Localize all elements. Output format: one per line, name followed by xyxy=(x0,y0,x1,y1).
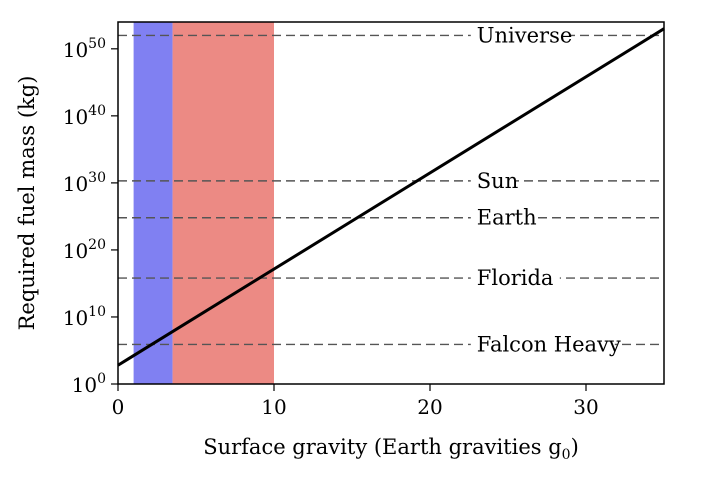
y-tick-label-4: 1040 xyxy=(63,103,106,129)
x-axis-label: Surface gravity (Earth gravities g0) xyxy=(203,435,579,463)
series-lines xyxy=(117,27,665,367)
x-axis-label-close: ) xyxy=(571,435,579,459)
x-axis-label-main: Surface gravity (Earth gravities g xyxy=(203,435,561,459)
y-tick-base-4: 10 xyxy=(63,105,88,129)
x-tick-label-3: 30 xyxy=(573,395,598,419)
reference-label-bg-0 xyxy=(470,23,571,48)
reference-label-bg-3 xyxy=(470,266,560,291)
gravity-band-0 xyxy=(133,22,173,384)
y-tick-base-3: 10 xyxy=(63,172,88,196)
y-tick-label-0: 100 xyxy=(72,371,106,397)
y-tick-base-5: 10 xyxy=(63,38,88,62)
reference-label-bg-2 xyxy=(470,205,538,230)
y-tick-label-2: 1020 xyxy=(63,237,106,263)
reference-label-2: Earth xyxy=(477,206,537,230)
y-tick-base-0: 10 xyxy=(72,373,97,397)
gravity-band-1 xyxy=(172,22,274,384)
series-line-0 xyxy=(117,27,665,367)
reference-label-bg-4 xyxy=(470,332,615,357)
gravity-bands xyxy=(133,22,274,384)
reference-label-1: Sun xyxy=(477,169,518,193)
y-axis-label: Required fuel mass (kg) xyxy=(15,76,39,331)
reference-label-3: Florida xyxy=(477,266,554,290)
y-tick-label-5: 1050 xyxy=(63,36,106,62)
y-tick-base-1: 10 xyxy=(63,306,88,330)
x-tick-label-1: 10 xyxy=(261,395,286,419)
y-tick-exp-3: 30 xyxy=(88,170,106,186)
reference-label-0: Universe xyxy=(477,23,572,47)
y-tick-exp-1: 10 xyxy=(88,304,106,320)
y-tick-exp-0: 0 xyxy=(97,371,106,387)
y-tick-label-1: 1010 xyxy=(63,304,106,330)
reference-label-bg-1 xyxy=(470,168,516,193)
reference-label-4: Falcon Heavy xyxy=(477,332,621,356)
y-tick-exp-2: 20 xyxy=(88,237,106,253)
y-tick-exp-5: 50 xyxy=(88,36,106,52)
y-tick-label-3: 1030 xyxy=(63,170,106,196)
plot-frame xyxy=(117,21,665,385)
x-tick-label-0: 0 xyxy=(112,395,125,419)
y-tick-exp-4: 40 xyxy=(88,103,106,119)
x-tick-label-2: 20 xyxy=(417,395,442,419)
reference-lines: Universe Sun Earth Florida Falcon Heavy xyxy=(118,23,664,357)
x-axis-label-sub: 0 xyxy=(562,447,571,463)
y-tick-base-2: 10 xyxy=(63,239,88,263)
